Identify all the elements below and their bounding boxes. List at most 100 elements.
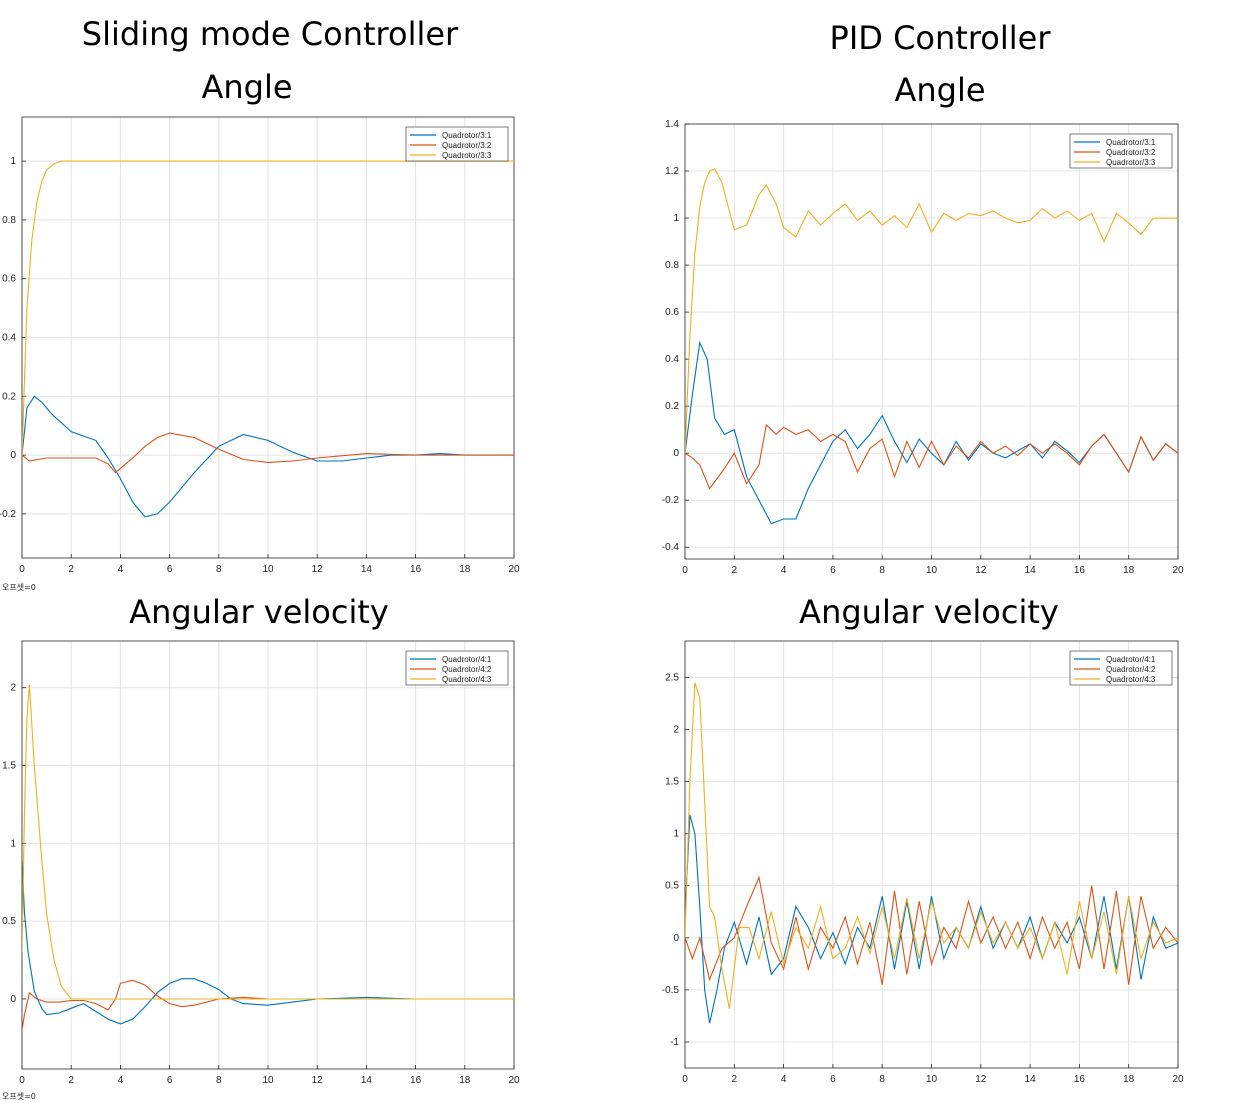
y-tick-label: 1 — [10, 838, 16, 849]
x-tick-label: 8 — [879, 565, 885, 576]
x-tick-label: 20 — [508, 1075, 520, 1086]
pid-angle-series-2-line — [685, 423, 1178, 490]
legend-entry: Quadrotor/4:2 — [442, 665, 492, 674]
legend-entry: Quadrotor/4:1 — [1106, 655, 1156, 664]
x-tick-label: 10 — [262, 564, 274, 575]
smc-angvel-series-1-line — [22, 858, 514, 1025]
angle-title-right: Angle — [894, 71, 986, 109]
angvel-title-right: Angular velocity — [799, 593, 1059, 631]
x-tick-label: 16 — [1074, 1074, 1086, 1085]
x-tick-label: 18 — [459, 1075, 471, 1086]
pid-angle-series-3-line — [685, 167, 1178, 454]
smc-angle-series-2-line — [22, 432, 514, 474]
x-tick-label: 4 — [118, 1075, 124, 1086]
y-tick-label: 1 — [673, 829, 679, 840]
x-tick-label: 6 — [830, 1074, 836, 1085]
x-tick-label: 14 — [361, 1075, 373, 1086]
legend-entry: Quadrotor/4:3 — [442, 675, 492, 684]
legend-entry: Quadrotor/3:2 — [1106, 148, 1156, 157]
legend-entry: Quadrotor/4:2 — [1106, 665, 1156, 674]
y-tick-label: 0.4 — [665, 354, 679, 365]
pid-angvel-series-3-line — [685, 682, 1178, 1009]
legend-entry: Quadrotor/3:3 — [1106, 158, 1156, 167]
y-tick-label: -0.2 — [0, 509, 16, 520]
legend-entry: Quadrotor/4:3 — [1106, 675, 1156, 684]
x-tick-label: 2 — [732, 565, 738, 576]
x-tick-label: 4 — [781, 565, 787, 576]
pid-angle-plot: 0 2 4 6 8 10 12 14 16 18 20 -0.4 -0.2 0 0.2 0.4 0.6 0.8 1 1… — [662, 119, 1184, 576]
offset-label-bottom: 오프셋=0 — [2, 1092, 36, 1101]
y-tick-label: 0 — [10, 450, 16, 461]
x-tick-label: 6 — [167, 1075, 173, 1086]
y-tick-label: 0.6 — [665, 307, 679, 318]
x-tick-label: 2 — [68, 1075, 74, 1086]
smc-angle-series-3-line — [22, 160, 514, 456]
offset-label-top: 오프셋=0 — [2, 583, 36, 592]
legend-entry: Quadrotor/3:1 — [1106, 138, 1156, 147]
smc-title: Sliding mode Controller — [81, 15, 459, 53]
x-tick-label: 10 — [926, 1074, 938, 1085]
x-tick-label: 0 — [19, 1075, 25, 1086]
x-tick-label: 8 — [879, 1074, 885, 1085]
x-tick-label: 12 — [975, 565, 987, 576]
x-tick-label: 6 — [167, 564, 173, 575]
x-tick-label: 4 — [781, 1074, 787, 1085]
y-tick-label: 1 — [10, 156, 16, 167]
angle-title-left: Angle — [201, 68, 293, 106]
y-tick-label: 1.4 — [665, 119, 679, 130]
x-tick-label: 8 — [216, 1075, 222, 1086]
x-tick-label: 10 — [262, 1075, 274, 1086]
x-tick-label: 6 — [830, 565, 836, 576]
smc-angvel-series-3-line — [22, 684, 514, 1000]
pid-angvel-plot: 0 2 4 6 8 10 12 14 16 18 20 -1 -0.5 0 0.5 1 1.5 2 2.5 Quadr… — [662, 640, 1184, 1085]
legend-entry: Quadrotor/3:1 — [442, 131, 492, 140]
x-tick-label: 2 — [732, 1074, 738, 1085]
x-tick-label: 0 — [682, 565, 688, 576]
y-tick-label: 0.4 — [2, 333, 16, 344]
x-tick-label: 8 — [216, 564, 222, 575]
x-tick-label: 14 — [1025, 565, 1037, 576]
y-tick-label: -1 — [670, 1037, 679, 1048]
y-tick-label: 0.2 — [2, 391, 16, 402]
y-tick-label: 0.2 — [665, 401, 679, 412]
x-tick-label: 12 — [312, 564, 324, 575]
smc-angle-plot: 0 2 4 6 8 10 12 14 16 18 20 -0.2 0 0.2 0.4 0.6 0.8 1 Quadr… — [0, 116, 520, 575]
x-tick-label: 18 — [1123, 1074, 1135, 1085]
x-tick-label: 16 — [1074, 565, 1086, 576]
y-tick-label: 0 — [10, 994, 16, 1005]
y-tick-label: -0.5 — [662, 985, 680, 996]
angvel-title-left: Angular velocity — [129, 593, 389, 631]
y-tick-label: 2.5 — [665, 672, 679, 683]
x-tick-label: 20 — [1172, 1074, 1184, 1085]
x-tick-label: 0 — [19, 564, 25, 575]
y-tick-label: 1 — [673, 213, 679, 224]
x-tick-label: 18 — [1123, 565, 1135, 576]
y-tick-label: 0 — [673, 448, 679, 459]
y-tick-label: -0.2 — [662, 495, 680, 506]
x-tick-label: 16 — [410, 1075, 422, 1086]
x-tick-label: 18 — [459, 564, 471, 575]
x-tick-label: 12 — [975, 1074, 987, 1085]
y-tick-label: 1.2 — [665, 166, 679, 177]
y-tick-label: 1.5 — [665, 777, 679, 788]
x-tick-label: 20 — [1172, 565, 1184, 576]
pid-angvel-series-2-line — [685, 875, 1178, 985]
x-tick-label: 14 — [361, 564, 373, 575]
y-tick-label: 0 — [673, 933, 679, 944]
legend-entry: Quadrotor/3:3 — [442, 151, 492, 160]
legend-entry: Quadrotor/4:1 — [442, 655, 492, 664]
y-tick-label: 0.5 — [665, 881, 679, 892]
x-tick-label: 12 — [312, 1075, 324, 1086]
y-tick-label: 1.5 — [2, 761, 16, 772]
pid-title: PID Controller — [829, 19, 1051, 57]
legend-entry: Quadrotor/3:2 — [442, 141, 492, 150]
x-tick-label: 0 — [682, 1074, 688, 1085]
y-tick-label: 2 — [10, 683, 16, 694]
pid-angvel-series-1-line — [685, 814, 1178, 1024]
x-tick-label: 14 — [1025, 1074, 1037, 1085]
x-tick-label: 10 — [926, 565, 938, 576]
y-tick-label: 0.6 — [2, 274, 16, 285]
y-tick-label: 0.8 — [665, 260, 679, 271]
x-tick-label: 4 — [118, 564, 124, 575]
